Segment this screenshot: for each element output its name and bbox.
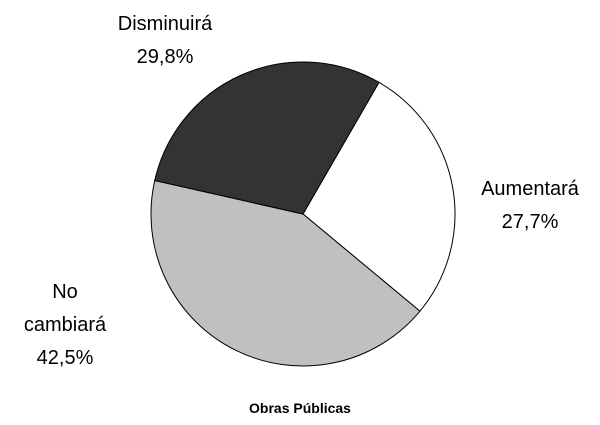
pie-slice (150, 179, 421, 367)
category-label: Aumentará (481, 178, 579, 200)
value-label: 29,8% (136, 46, 194, 68)
category-label: Disminuirá (117, 13, 213, 35)
chart-title: Obras Públicas (249, 400, 351, 416)
slice-label: Aumentará 27,7% (455, 173, 600, 239)
pie-slice (302, 81, 456, 312)
slice-label: No cambiará 42,5% (10, 276, 120, 375)
pie-slice (154, 61, 380, 215)
category-label: No cambiará (23, 281, 107, 336)
value-label: 27,7% (501, 211, 559, 233)
value-label: 42,5% (36, 347, 94, 369)
slice-label: Disminuirá 29,8% (95, 8, 235, 74)
